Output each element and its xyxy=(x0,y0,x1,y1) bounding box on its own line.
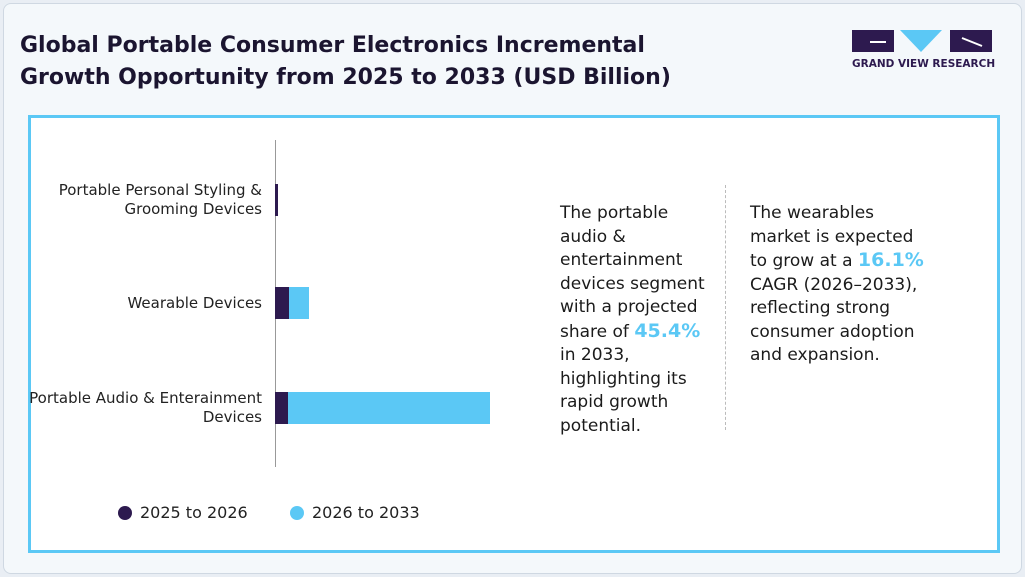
bar xyxy=(275,392,289,424)
callout-highlight: 16.1% xyxy=(857,249,924,271)
legend-label: 2026 to 2033 xyxy=(312,503,420,522)
bar xyxy=(289,287,309,319)
callout-text: in 2033, highlighting its rapid growth p… xyxy=(560,345,687,436)
legend-swatch xyxy=(290,506,304,520)
callout: The wearables market is expected to grow… xyxy=(750,202,930,368)
callout-text: The portable audio & entertainment devic… xyxy=(560,203,705,342)
logo-text: GRAND VIEW RESEARCH xyxy=(852,58,995,70)
chart-panel xyxy=(28,115,1000,553)
callout-text: The wearables market is expected to grow… xyxy=(750,203,914,271)
bar xyxy=(275,184,279,216)
callout: The portable audio & entertainment devic… xyxy=(560,202,718,438)
chart-title: Global Portable Consumer Electronics Inc… xyxy=(20,33,671,90)
legend-label: 2025 to 2026 xyxy=(140,503,248,522)
legend-swatch xyxy=(118,506,132,520)
divider xyxy=(725,185,726,430)
y-tick-label: Portable Audio & Enterainment Devices xyxy=(29,389,262,426)
bar xyxy=(288,392,491,424)
y-tick-label: Wearable Devices xyxy=(127,293,262,312)
bar xyxy=(275,287,290,319)
callout-highlight: 45.4% xyxy=(634,319,701,342)
logo: GRAND VIEW RESEARCH xyxy=(852,30,995,70)
callout-text: CAGR (2026–2033), reflecting strong cons… xyxy=(750,274,918,366)
y-tick-label: Portable Personal Styling & Grooming Dev… xyxy=(58,181,262,218)
